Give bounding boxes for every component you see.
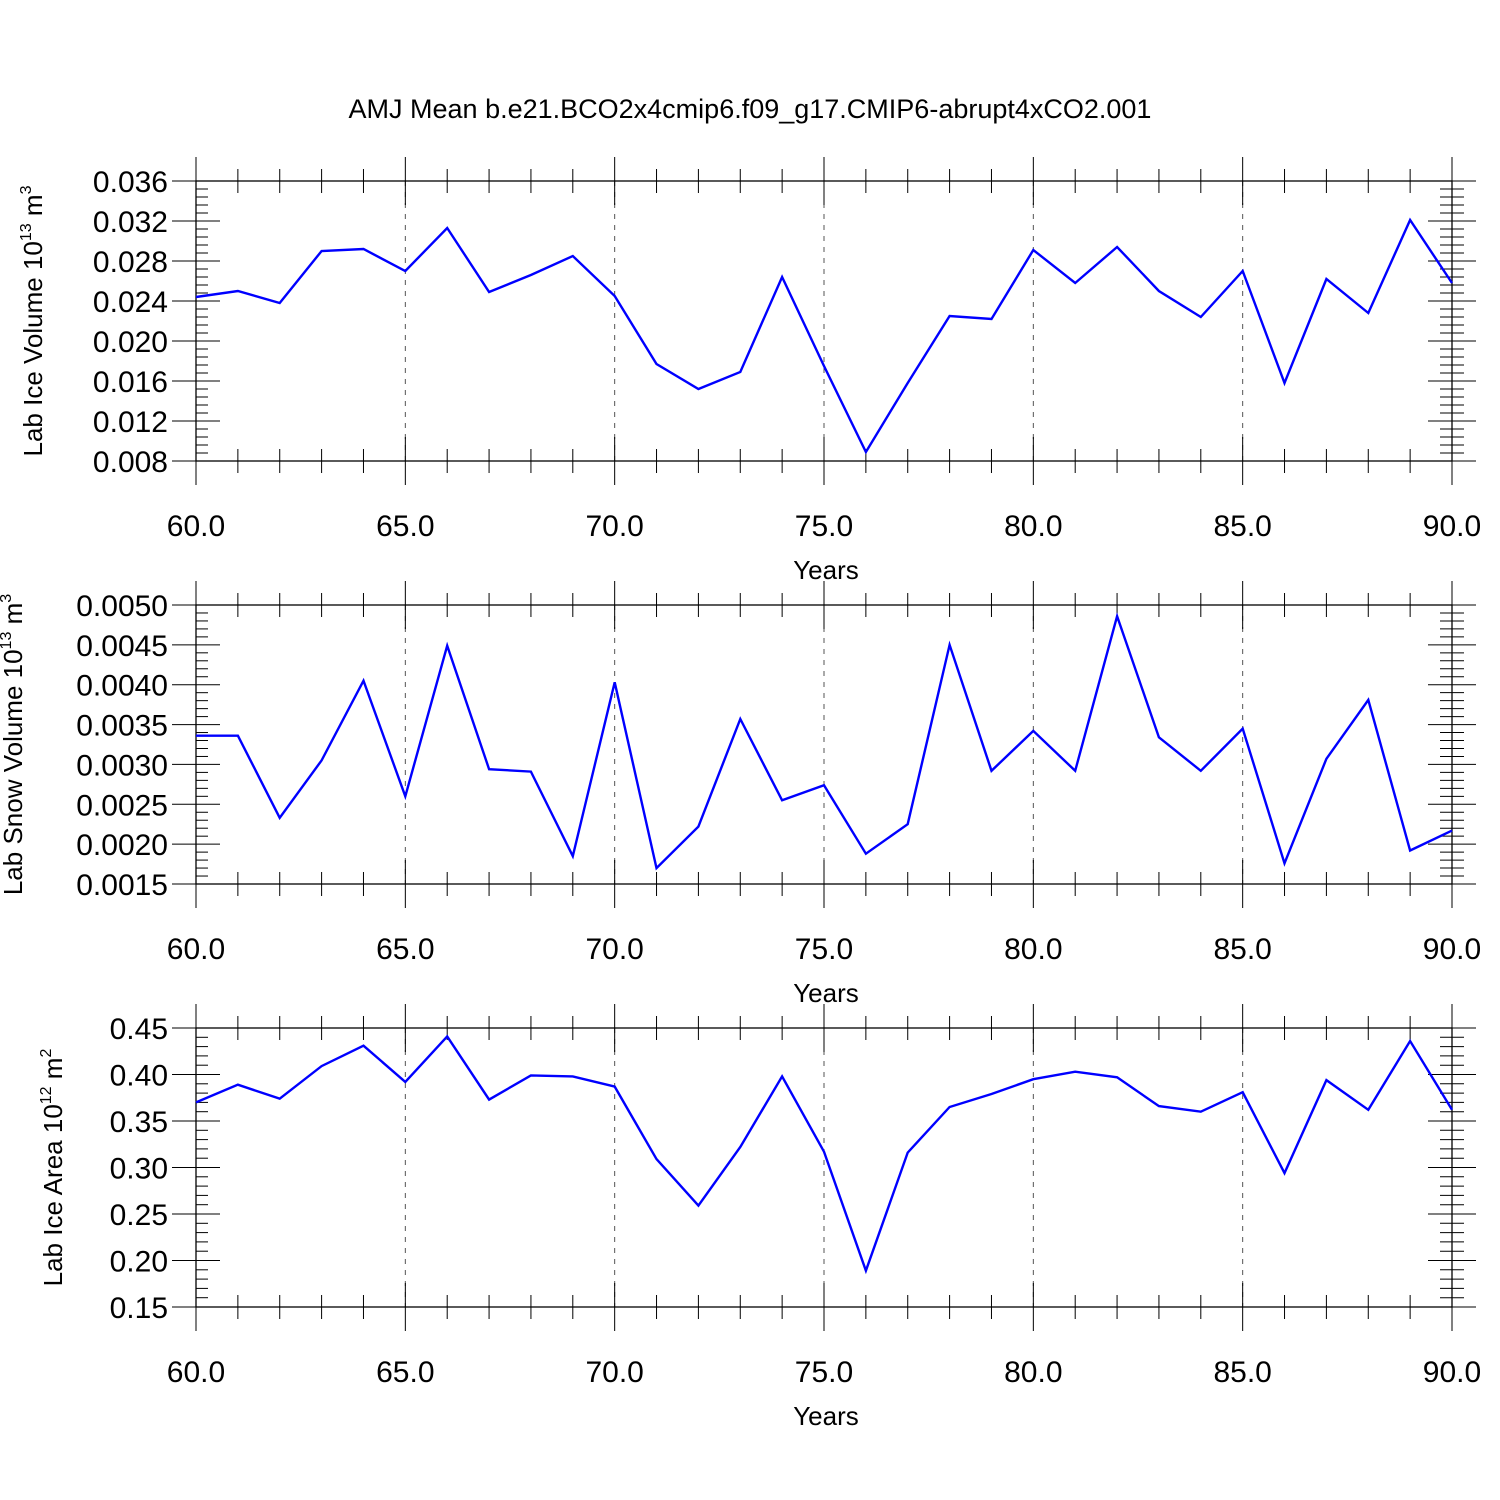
y-tick-label: 0.020 bbox=[93, 326, 168, 359]
y-axis-title-part: m bbox=[38, 1058, 68, 1087]
x-tick-label: 85.0 bbox=[1213, 1356, 1271, 1389]
y-tick-label: 0.024 bbox=[93, 286, 168, 319]
y-tick-label: 0.032 bbox=[93, 206, 168, 239]
chart-panel-3: 60.0 65.0 70.0 75.0 80.0 85.0 90.0 0.15 0.20 0.25… bbox=[38, 1004, 1481, 1431]
x-tick-label: 70.0 bbox=[585, 510, 643, 543]
y-tick-label: 0.40 bbox=[110, 1060, 168, 1093]
series-line bbox=[195, 1034, 1454, 1275]
y-axis-title-superscript: 13 bbox=[18, 223, 35, 241]
x-tick-label: 60.0 bbox=[167, 933, 225, 966]
x-tick-label: 70.0 bbox=[585, 1356, 643, 1389]
panels: 60.0 65.0 70.0 75.0 80.0 85.0 90.0 0.008 0.012 0.… bbox=[0, 157, 1481, 1431]
y-tick-label: 0.016 bbox=[93, 366, 168, 399]
y-axis-title: Lab Snow Volume 1013 m3 bbox=[0, 594, 28, 895]
x-tick-label: 70.0 bbox=[585, 933, 643, 966]
x-axis-title: Years bbox=[793, 555, 859, 585]
chart-panel-1: 60.0 65.0 70.0 75.0 80.0 85.0 90.0 0.008 0.012 0.… bbox=[18, 157, 1481, 585]
y-tick-label: 0.0015 bbox=[76, 869, 168, 902]
x-axis-title: Years bbox=[793, 1401, 859, 1431]
y-tick-label: 0.036 bbox=[93, 166, 168, 199]
x-tick-label: 80.0 bbox=[1004, 933, 1062, 966]
x-tick-label: 85.0 bbox=[1213, 510, 1271, 543]
y-tick-label: 0.0025 bbox=[76, 789, 168, 822]
y-axis-title-part: m bbox=[0, 603, 28, 632]
x-axis-title: Years bbox=[793, 978, 859, 1008]
y-axis-title-part: m bbox=[18, 194, 48, 223]
x-tick-label: 80.0 bbox=[1004, 510, 1062, 543]
x-tick-label: 60.0 bbox=[167, 510, 225, 543]
x-tick-label: 75.0 bbox=[795, 933, 853, 966]
y-axis-title: Lab Ice Volume 1013 m3 bbox=[18, 185, 48, 456]
y-tick-label: 0.0040 bbox=[76, 670, 168, 703]
x-tick-label: 65.0 bbox=[376, 1356, 434, 1389]
y-axis-title-superscript: 12 bbox=[38, 1086, 55, 1104]
y-tick-label: 0.25 bbox=[110, 1199, 168, 1232]
y-tick-label: 0.0045 bbox=[76, 630, 168, 663]
y-axis-title-part: Lab Ice Area 10 bbox=[38, 1104, 68, 1286]
y-tick-label: 0.0030 bbox=[76, 749, 168, 782]
x-tick-label: 90.0 bbox=[1423, 510, 1481, 543]
y-axis-title-superscript: 3 bbox=[0, 594, 15, 603]
y-tick-label: 0.0020 bbox=[76, 829, 168, 862]
y-axis-title-superscript: 3 bbox=[18, 185, 35, 194]
x-tick-label: 65.0 bbox=[376, 510, 434, 543]
x-tick-label: 90.0 bbox=[1423, 1356, 1481, 1389]
x-tick-label: 90.0 bbox=[1423, 933, 1481, 966]
y-tick-label: 0.45 bbox=[110, 1013, 168, 1046]
y-axis-title-superscript: 2 bbox=[38, 1049, 55, 1058]
y-tick-label: 0.15 bbox=[110, 1292, 168, 1325]
x-tick-label: 85.0 bbox=[1213, 933, 1271, 966]
y-tick-label: 0.20 bbox=[110, 1246, 168, 1279]
chart-panel-2: 60.0 65.0 70.0 75.0 80.0 85.0 90.0 0.0015 0.0020… bbox=[0, 581, 1481, 1008]
y-tick-label: 0.028 bbox=[93, 246, 168, 279]
y-tick-label: 0.012 bbox=[93, 406, 168, 439]
y-tick-label: 0.008 bbox=[93, 446, 168, 479]
y-axis-title-part: Lab Snow Volume 10 bbox=[0, 649, 28, 895]
x-tick-label: 65.0 bbox=[376, 933, 434, 966]
y-tick-label: 0.35 bbox=[110, 1106, 168, 1139]
y-axis-title-superscript: 13 bbox=[0, 632, 15, 650]
x-tick-label: 80.0 bbox=[1004, 1356, 1062, 1389]
x-tick-label: 75.0 bbox=[795, 510, 853, 543]
y-tick-label: 0.0035 bbox=[76, 710, 168, 743]
x-tick-label: 75.0 bbox=[795, 1356, 853, 1389]
figure-title: AMJ Mean b.e21.BCO2x4cmip6.f09_g17.CMIP6… bbox=[349, 94, 1152, 124]
y-tick-label: 0.0050 bbox=[76, 590, 168, 623]
series-line bbox=[196, 612, 1453, 871]
y-axis-title-part: Lab Ice Volume 10 bbox=[18, 241, 48, 456]
y-tick-label: 0.30 bbox=[110, 1153, 168, 1186]
x-tick-label: 60.0 bbox=[167, 1356, 225, 1389]
y-axis-title: Lab Ice Area 1012 m2 bbox=[38, 1049, 68, 1287]
